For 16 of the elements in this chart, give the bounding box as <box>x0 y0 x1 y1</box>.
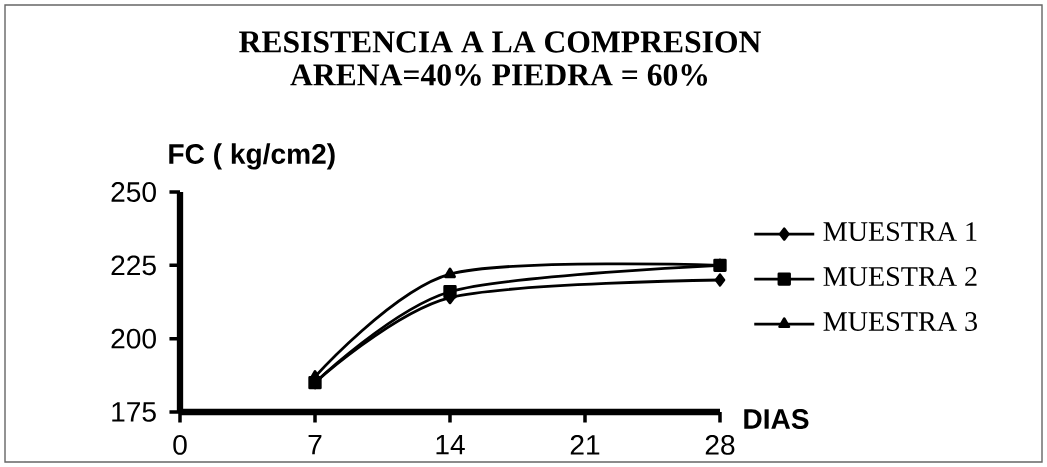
y-tick-label: 250 <box>111 182 156 202</box>
legend-label: MUESTRA 3 <box>823 312 977 331</box>
y-tick-label: 175 <box>112 402 156 422</box>
legend-label: MUESTRA 2 <box>823 267 977 287</box>
x-tick-label: 28 <box>705 434 735 455</box>
chart-title: RESISTENCIA A LA COMPRESION <box>239 31 761 53</box>
y-tick-label: 225 <box>111 255 156 276</box>
x-tick-label: 0 <box>173 434 187 455</box>
x-tick-label: 14 <box>436 434 465 455</box>
x-tick-label: 7 <box>308 434 322 455</box>
x-tick-label: 21 <box>570 434 600 455</box>
x-axis-title: DIAS <box>744 409 809 429</box>
chart-subtitle: ARENA=40% PIEDRA = 60% <box>290 64 708 86</box>
y-axis-title: FC ( kg/cm2) <box>169 143 335 170</box>
y-tick-label: 200 <box>111 328 156 349</box>
legend-label: MUESTRA 1 <box>823 222 977 242</box>
